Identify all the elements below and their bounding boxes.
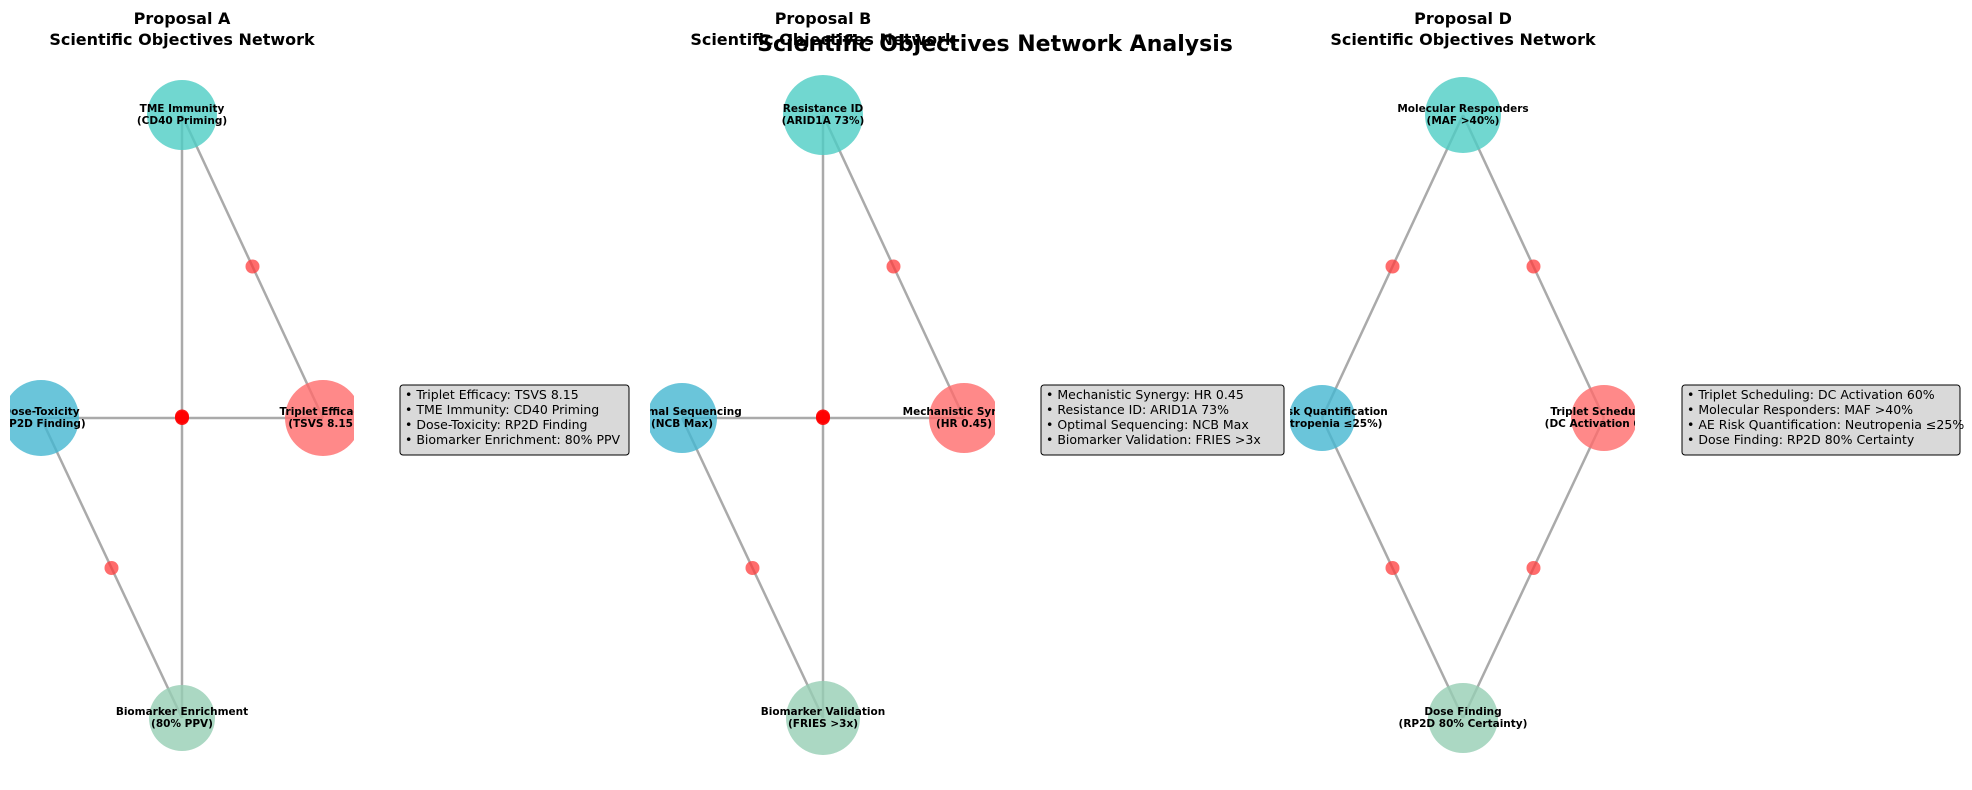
node-label-bottom: Dose Finding (RP2D 80% Certainty) xyxy=(1399,706,1528,730)
node-label-left: AE Risk Quantification (Neutropenia ≤25%) xyxy=(1256,406,1388,430)
legend-line: • Resistance ID: ARID1A 73% xyxy=(1046,402,1229,417)
node-label-top: TME Immunity (CD40 Priming) xyxy=(137,103,227,127)
panel-subtitle: Scientific Objectives Network xyxy=(690,30,956,49)
panel-proposal-a: Proposal A Scientific Objectives Network T… xyxy=(0,9,630,751)
legend-line: • TME Immunity: CD40 Priming xyxy=(405,402,599,417)
node-label-bottom: Biomarker Validation (FRIES >3x) xyxy=(761,706,885,730)
panel-title: Proposal D xyxy=(1414,9,1512,28)
node-top xyxy=(1425,77,1501,153)
legend-line: • Dose-Toxicity: RP2D Finding xyxy=(405,417,587,432)
edge-midpoint-marker xyxy=(816,411,830,425)
legend-line: • Biomarker Validation: FRIES >3x xyxy=(1046,432,1261,447)
edge-midpoint-marker xyxy=(1526,259,1541,274)
panel-proposal-d: Proposal D Scientific Objectives Network M… xyxy=(1256,9,1964,753)
legend-line: • Dose Finding: RP2D 80% Certainty xyxy=(1687,432,1915,447)
node-bottom xyxy=(786,681,860,755)
node-bottom xyxy=(1428,683,1498,753)
node-right xyxy=(929,383,995,453)
node-bottom xyxy=(149,685,215,751)
edge-midpoint-marker xyxy=(1526,561,1541,575)
panel-title: Proposal A xyxy=(134,9,231,28)
node-left xyxy=(10,380,79,456)
edge-midpoint-marker xyxy=(886,259,901,274)
legend-box: • Triplet Scheduling: DC Activation 60%•… xyxy=(1681,384,1964,456)
legend-line: • Biomarker Enrichment: 80% PPV xyxy=(405,432,621,447)
panel-proposal-b: Proposal B Scientific Objectives Network R… xyxy=(622,9,1285,755)
node-right xyxy=(285,380,354,456)
edge-midpoint-marker xyxy=(104,561,119,575)
node-label-right: Triplet Efficacy (TSVS 8.15) xyxy=(280,406,367,430)
legend-line: • Optimal Sequencing: NCB Max xyxy=(1046,417,1249,432)
edge-midpoint-marker xyxy=(245,259,260,274)
node-left xyxy=(1290,385,1355,451)
network-graph: TME Immunity (CD40 Priming) Triplet Effica… xyxy=(0,80,367,751)
figure-suptitle: Scientific Objectives Network Analysis xyxy=(757,32,1233,57)
node-label-top: Resistance ID (ARID1A 73%) xyxy=(782,103,865,127)
node-top xyxy=(783,75,863,155)
node-label-right: Triplet Scheduling (DC Activation 60%) xyxy=(1545,406,1664,430)
legend-line: • Molecular Responders: MAF >40% xyxy=(1687,402,1913,417)
legend-box: • Mechanistic Synergy: HR 0.45• Resistan… xyxy=(1040,384,1285,456)
panel-subtitle: Scientific Objectives Network xyxy=(1330,30,1596,49)
node-top xyxy=(147,80,217,150)
node-label-right: Mechanistic Synergy (HR 0.45) xyxy=(903,406,1026,430)
legend-line: • AE Risk Quantification: Neutropenia ≤2… xyxy=(1687,417,1964,432)
node-right xyxy=(1571,385,1635,451)
node-label-top: Molecular Responders (MAF >40%) xyxy=(1397,103,1528,127)
panel-subtitle: Scientific Objectives Network xyxy=(49,30,315,49)
node-label-bottom: Biomarker Enrichment (80% PPV) xyxy=(116,706,248,730)
network-graph: Resistance ID (ARID1A 73%) Mechanistic Syn… xyxy=(622,75,1026,755)
edge-midpoint-marker xyxy=(175,411,189,425)
legend-line: • Triplet Efficacy: TSVS 8.15 xyxy=(405,387,579,402)
panel-title: Proposal B xyxy=(775,9,872,28)
edge-midpoint-marker xyxy=(745,561,760,575)
node-label-left: Optimal Sequencing (NCB Max) xyxy=(622,406,741,430)
network-graph: Molecular Responders (MAF >40%) Triplet Sc… xyxy=(1256,77,1664,753)
node-left xyxy=(650,383,717,453)
legend-line: • Mechanistic Synergy: HR 0.45 xyxy=(1046,387,1244,402)
legend-box: • Triplet Efficacy: TSVS 8.15• TME Immun… xyxy=(399,384,630,456)
edge-midpoint-marker xyxy=(1385,259,1400,274)
legend-line: • Triplet Scheduling: DC Activation 60% xyxy=(1687,387,1935,402)
edge-midpoint-marker xyxy=(1385,561,1400,575)
node-label-left: Dose-Toxicity (RP2D Finding) xyxy=(0,406,86,430)
